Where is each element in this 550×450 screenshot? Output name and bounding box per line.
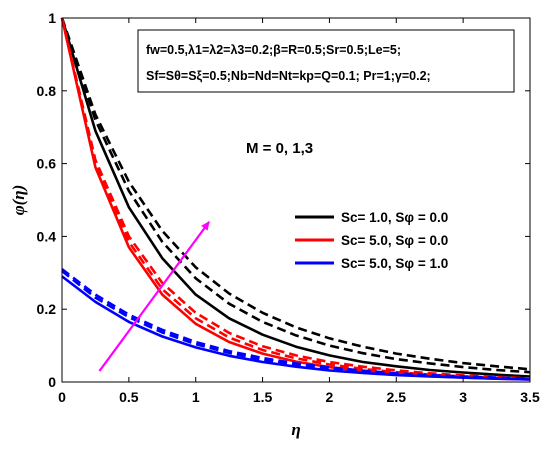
x-tick-label-0: 0 <box>58 389 66 405</box>
x-tick-label-2: 1 <box>192 389 200 405</box>
legend-label-blue: Sc= 5.0, Sφ = 1.0 <box>341 256 448 271</box>
parameter-line-2: Sf=Sθ=Sξ=0.5;Nb=Nd=Nt=kp=Q=0.1; Pr=1;γ=0… <box>146 69 431 83</box>
series-layer <box>60 17 531 381</box>
y-tick-label-3: 0.6 <box>37 156 57 172</box>
series-line-9 <box>61 268 531 380</box>
trend-arrow <box>98 221 210 372</box>
x-tick-label-5: 2.5 <box>387 389 407 405</box>
y-axis-label: φ(η) <box>9 185 28 216</box>
parameter-line-1: fw=0.5,λ1=λ2=λ3=0.2;β=R=0.5;Sr=0.5;Le=5; <box>146 43 401 57</box>
x-axis-label: η <box>291 420 300 439</box>
series-line-6 <box>60 17 531 380</box>
x-tick-label-6: 3 <box>459 389 467 405</box>
x-ticks: 0 0.5 1 1.5 2 2.5 3 3.5 <box>58 18 540 405</box>
y-tick-label-5: 1 <box>48 10 56 26</box>
parameter-box: fw=0.5,λ1=λ2=λ3=0.2;β=R=0.5;Sr=0.5;Le=5;… <box>137 29 515 93</box>
legend-label-black: Sc= 1.0, Sφ = 0.0 <box>341 210 448 225</box>
series-line-2 <box>60 17 531 374</box>
y-tick-label-2: 0.4 <box>37 228 57 244</box>
y-tick-label-4: 0.8 <box>37 83 57 99</box>
x-tick-label-4: 2 <box>326 389 334 405</box>
y-tick-label-1: 0.2 <box>37 301 57 317</box>
y-ticks: 0 0.2 0.4 0.6 0.8 1 <box>37 10 530 390</box>
series-line-3 <box>60 17 531 371</box>
legend: Sc= 1.0, Sφ = 0.0 Sc= 5.0, Sφ = 0.0 Sc= … <box>295 210 448 271</box>
parameter-box-frame <box>137 29 515 93</box>
legend-label-red: Sc= 5.0, Sφ = 0.0 <box>341 233 448 248</box>
x-tick-label-1: 0.5 <box>119 389 139 405</box>
x-tick-label-7: 3.5 <box>520 389 540 405</box>
m-annotation: M = 0, 1,3 <box>246 140 313 157</box>
series-line-1 <box>60 17 531 378</box>
y-tick-label-0: 0 <box>48 374 56 390</box>
arrow-layer <box>98 221 210 372</box>
x-tick-label-3: 1.5 <box>253 389 273 405</box>
plot-frame <box>61 17 531 383</box>
